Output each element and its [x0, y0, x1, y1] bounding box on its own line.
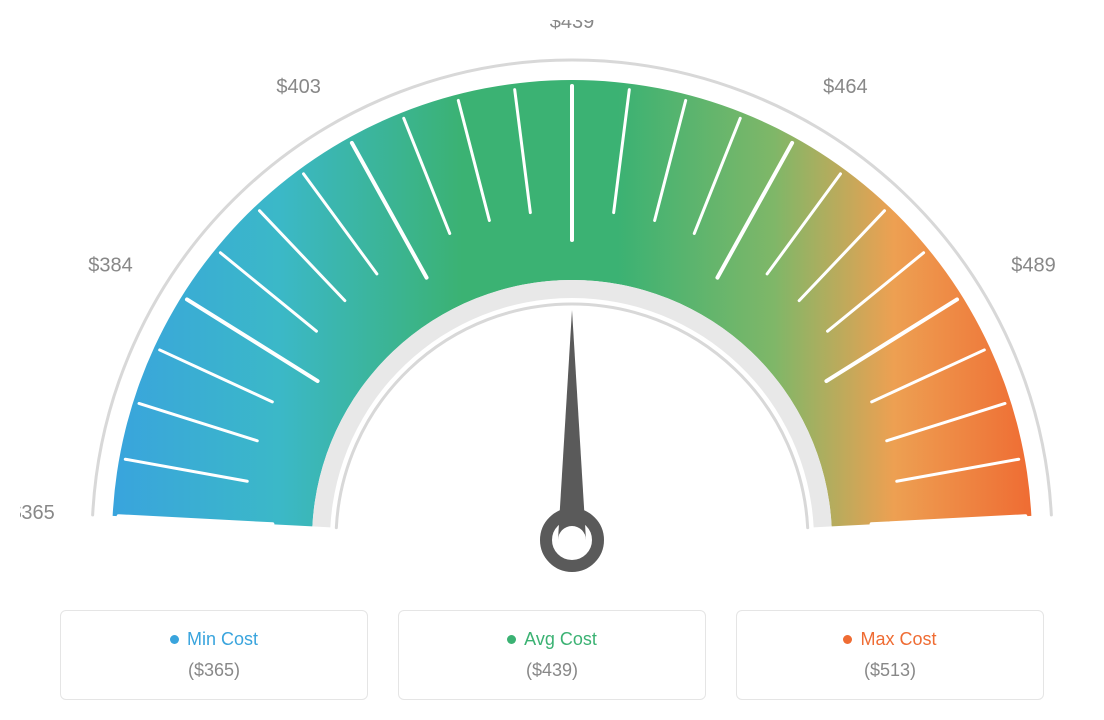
- gauge-chart: $365$384$403$439$464$489$513: [20, 20, 1084, 580]
- legend-label-avg: Avg Cost: [524, 629, 597, 650]
- gauge-tick-label: $464: [823, 76, 868, 98]
- legend-dot-avg: [507, 635, 516, 644]
- legend-value-min: ($365): [81, 660, 347, 681]
- legend-card-max: Max Cost ($513): [736, 610, 1044, 700]
- legend-card-min: Min Cost ($365): [60, 610, 368, 700]
- legend-title-avg: Avg Cost: [507, 629, 597, 650]
- legend-title-max: Max Cost: [843, 629, 936, 650]
- gauge-svg: $365$384$403$439$464$489$513: [20, 20, 1084, 580]
- legend-value-avg: ($439): [419, 660, 685, 681]
- gauge-tick-label: $384: [88, 255, 133, 277]
- legend-label-max: Max Cost: [860, 629, 936, 650]
- gauge-tick-label: $489: [1011, 255, 1056, 277]
- legend-card-avg: Avg Cost ($439): [398, 610, 706, 700]
- gauge-tick-label: $365: [20, 502, 55, 524]
- gauge-tick-label: $403: [276, 76, 321, 98]
- legend-dot-min: [170, 635, 179, 644]
- legend-dot-max: [843, 635, 852, 644]
- gauge-tick-label: $439: [550, 20, 595, 33]
- gauge-needle: [558, 310, 586, 540]
- legend-label-min: Min Cost: [187, 629, 258, 650]
- legend-value-max: ($513): [757, 660, 1023, 681]
- legend-title-min: Min Cost: [170, 629, 258, 650]
- legend-row: Min Cost ($365) Avg Cost ($439) Max Cost…: [20, 610, 1084, 700]
